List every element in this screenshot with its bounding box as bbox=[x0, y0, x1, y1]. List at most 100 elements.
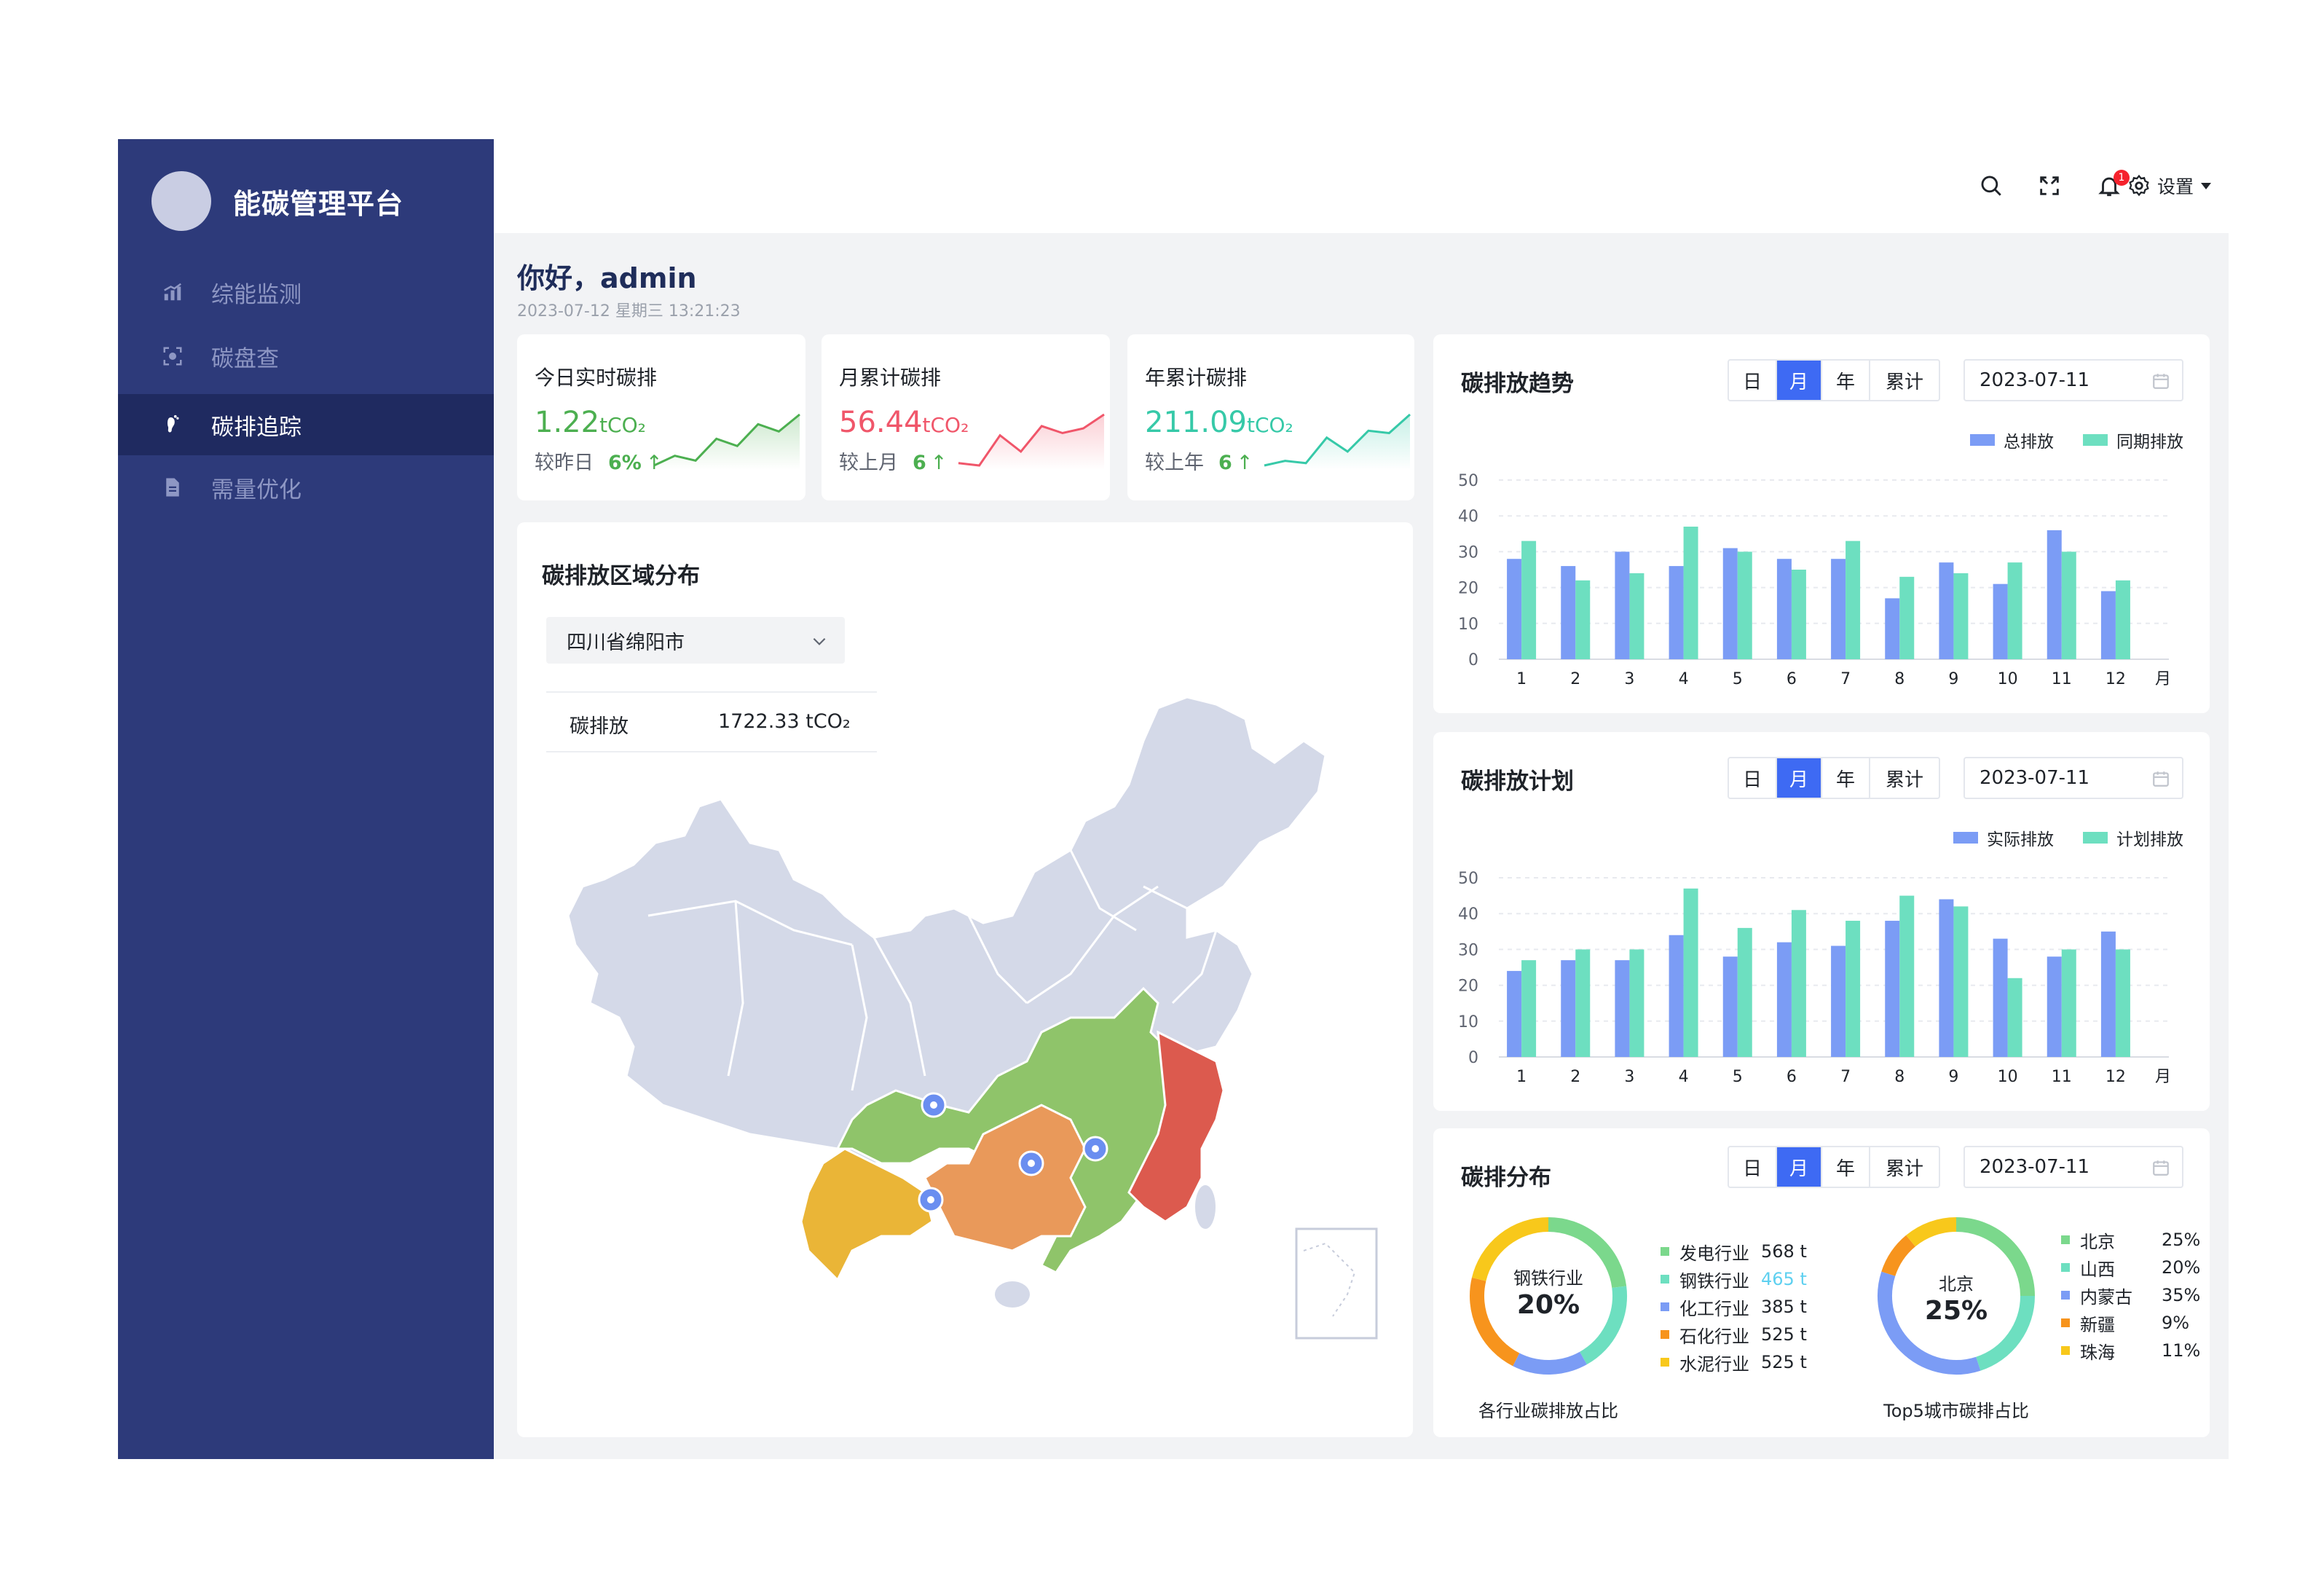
city-donut-chart bbox=[1878, 1217, 2035, 1375]
date-picker[interactable]: 2023-07-11 bbox=[1963, 757, 2183, 799]
region-select[interactable]: 四川省绵阳市 bbox=[546, 617, 845, 664]
bar bbox=[1615, 960, 1630, 1057]
legend-swatch bbox=[2061, 1235, 2070, 1244]
bar bbox=[1953, 906, 1969, 1057]
donut-slice bbox=[1906, 1217, 1957, 1247]
document-icon bbox=[160, 475, 185, 500]
bar bbox=[1561, 960, 1576, 1057]
bar bbox=[1993, 583, 2008, 659]
kpi-compare: 较昨日 6% ↑ bbox=[535, 452, 663, 474]
period-month-tab[interactable]: 月 bbox=[1777, 758, 1822, 798]
kpi-value: 56.44tCO₂ bbox=[839, 406, 969, 439]
map-pin-icon[interactable] bbox=[1018, 1150, 1044, 1176]
period-month-tab[interactable]: 月 bbox=[1777, 361, 1822, 400]
legend-swatch bbox=[2061, 1318, 2070, 1327]
bar bbox=[1831, 946, 1846, 1057]
x-tick-label: 12 bbox=[2106, 670, 2126, 688]
x-tick-label: 1 bbox=[1516, 670, 1527, 688]
bar bbox=[1899, 576, 1915, 659]
x-axis-unit: 月 bbox=[2155, 670, 2171, 688]
x-tick-label: 11 bbox=[2052, 1068, 2072, 1086]
map-pin-icon[interactable] bbox=[921, 1092, 947, 1118]
notification-badge: 1 bbox=[2114, 170, 2130, 186]
trend-panel: 碳排放趋势 日 月 年 累计 2023-07-11 总排放 同期排放 0 10 20… bbox=[1433, 334, 2210, 713]
bar bbox=[1939, 899, 1954, 1057]
x-tick-label: 3 bbox=[1624, 670, 1634, 688]
city-legend: 北京 25% 山西 20% 内蒙古 35% 新疆 9% 珠海 11% bbox=[2061, 1226, 2200, 1364]
legend-label: 钢铁行业 bbox=[1679, 1270, 1749, 1292]
sidebar-item-label: 碳盘查 bbox=[211, 345, 279, 372]
donut-slice bbox=[1955, 1217, 2035, 1297]
map-region-yellow bbox=[800, 1147, 934, 1282]
kpi-title: 月累计碳排 bbox=[839, 366, 942, 390]
panel-title: 碳排分布 bbox=[1461, 1165, 1551, 1191]
sparkline-area bbox=[654, 414, 800, 470]
sidebar-item-tracking[interactable]: 碳排追踪 bbox=[118, 394, 494, 455]
sidebar-item-monitoring[interactable]: 综能监测 bbox=[118, 262, 494, 323]
bar bbox=[1776, 942, 1792, 1057]
date-picker[interactable]: 2023-07-11 bbox=[1963, 1146, 2183, 1188]
bell-icon[interactable] bbox=[2095, 171, 2124, 200]
x-tick-label: 7 bbox=[1840, 1068, 1851, 1086]
panel-title: 碳排放计划 bbox=[1461, 768, 1574, 795]
brand[interactable]: 能碳管理平台 bbox=[151, 171, 403, 231]
bar bbox=[2115, 949, 2130, 1057]
period-total-tab[interactable]: 累计 bbox=[1885, 1157, 1923, 1180]
x-tick-label: 5 bbox=[1733, 670, 1743, 688]
period-total-tab[interactable]: 累计 bbox=[1885, 768, 1923, 791]
bar bbox=[1722, 548, 1738, 659]
south-china-sea-inset bbox=[1295, 1227, 1378, 1340]
fullscreen-icon[interactable] bbox=[2035, 171, 2064, 200]
period-day-tab[interactable]: 日 bbox=[1729, 758, 1777, 798]
y-tick-label: 30 bbox=[1458, 543, 1478, 562]
current-datetime: 2023-07-12 星期三 13:21:23 bbox=[517, 302, 741, 321]
x-tick-label: 2 bbox=[1570, 670, 1580, 688]
legend-swatch bbox=[1661, 1275, 1669, 1284]
plan-panel: 碳排放计划 日 月 年 累计 2023-07-11 实际排放 计划排放 0 10 2… bbox=[1433, 732, 2210, 1111]
bar bbox=[1953, 573, 1969, 659]
sparkline-area bbox=[1264, 414, 1410, 470]
emission-value: 1722.33 tCO₂ bbox=[718, 710, 851, 733]
top-header: 1 设置 bbox=[494, 139, 2229, 233]
gear-icon bbox=[2129, 174, 2149, 197]
bar bbox=[1575, 580, 1591, 659]
sidebar-item-inventory[interactable]: 碳盘查 bbox=[118, 326, 494, 387]
sidebar-item-demand[interactable]: 需量优化 bbox=[118, 457, 494, 518]
period-day-tab[interactable]: 日 bbox=[1729, 361, 1777, 400]
bar bbox=[1791, 910, 1806, 1057]
donut-slice bbox=[1548, 1217, 1627, 1289]
china-map[interactable] bbox=[561, 697, 1391, 1411]
period-year-tab[interactable]: 年 bbox=[1822, 758, 1870, 798]
x-tick-label: 3 bbox=[1624, 1068, 1634, 1086]
bar bbox=[1722, 956, 1738, 1057]
legend-value: 525 t bbox=[1761, 1324, 1807, 1345]
search-icon[interactable] bbox=[1977, 171, 2006, 200]
period-total-tab[interactable]: 累计 bbox=[1885, 371, 1923, 393]
map-pin-icon[interactable] bbox=[918, 1187, 944, 1213]
donut-caption: Top5城市碳排占比 bbox=[1883, 1401, 2029, 1421]
legend-swatch bbox=[1661, 1358, 1669, 1367]
bar bbox=[1507, 970, 1522, 1057]
period-toggle: 日 月 年 累计 bbox=[1728, 757, 1940, 799]
period-year-tab[interactable]: 年 bbox=[1822, 1147, 1870, 1187]
bar bbox=[1791, 570, 1806, 659]
period-day-tab[interactable]: 日 bbox=[1729, 1147, 1777, 1187]
map-pin-icon[interactable] bbox=[1082, 1136, 1108, 1162]
donut-center-value: 25% bbox=[1924, 1296, 1988, 1326]
period-year-tab[interactable]: 年 bbox=[1822, 361, 1870, 400]
scan-icon bbox=[160, 344, 185, 369]
legend-item: 珠海 11% bbox=[2061, 1337, 2200, 1364]
legend-label: 北京 bbox=[2080, 1231, 2115, 1252]
arrow-up-icon: ↑ bbox=[1236, 452, 1253, 474]
bar bbox=[1575, 949, 1591, 1057]
chart-legend: 实际排放 计划排放 bbox=[1924, 825, 2183, 850]
bar bbox=[1615, 551, 1630, 659]
x-tick-label: 7 bbox=[1840, 670, 1851, 688]
period-month-tab[interactable]: 月 bbox=[1777, 1147, 1822, 1187]
bar bbox=[1683, 888, 1698, 1057]
legend-swatch bbox=[1661, 1302, 1669, 1311]
y-tick-label: 10 bbox=[1458, 1013, 1478, 1031]
settings-menu[interactable]: 设置 bbox=[2127, 171, 2212, 200]
bar bbox=[2007, 562, 2022, 659]
date-picker[interactable]: 2023-07-11 bbox=[1963, 359, 2183, 401]
